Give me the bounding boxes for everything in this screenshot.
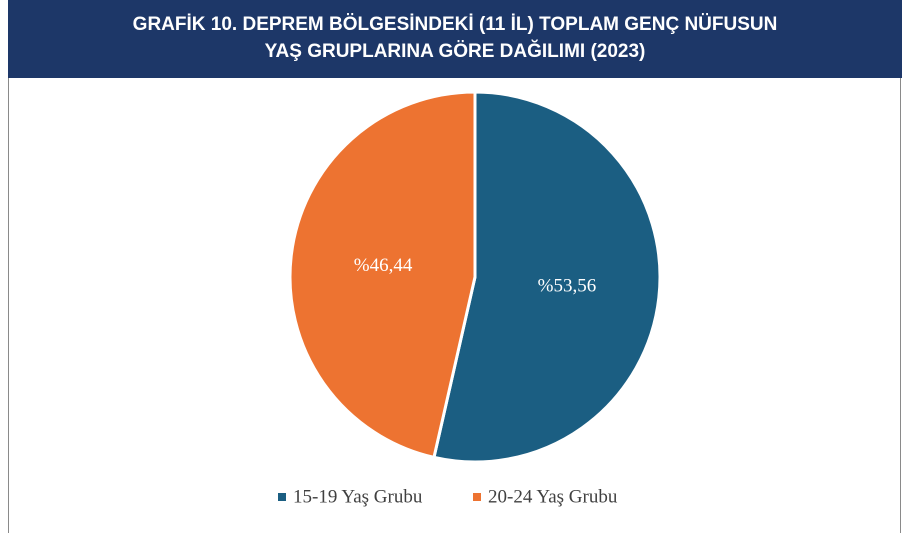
- chart-title: GRAFİK 10. DEPREM BÖLGESİNDEKİ (11 İL) T…: [132, 14, 778, 35]
- data-label: %46,44: [354, 255, 413, 276]
- legend-marker: [473, 493, 481, 501]
- chart-title: YAŞ GRUPLARINA GÖRE DAĞILIMI (2023): [264, 41, 646, 62]
- legend-marker: [278, 493, 286, 501]
- data-label: %53,56: [538, 276, 597, 297]
- pie-slice: [288, 90, 477, 460]
- frame: [8, 78, 901, 533]
- legend-label: 20-24 Yaş Grubu: [488, 486, 618, 507]
- header: GRAFİK 10. DEPREM BÖLGESİNDEKİ (11 İL) T…: [8, 0, 902, 78]
- legend-label: 15-19 Yaş Grubu: [293, 486, 423, 507]
- pie-slice: [432, 90, 662, 464]
